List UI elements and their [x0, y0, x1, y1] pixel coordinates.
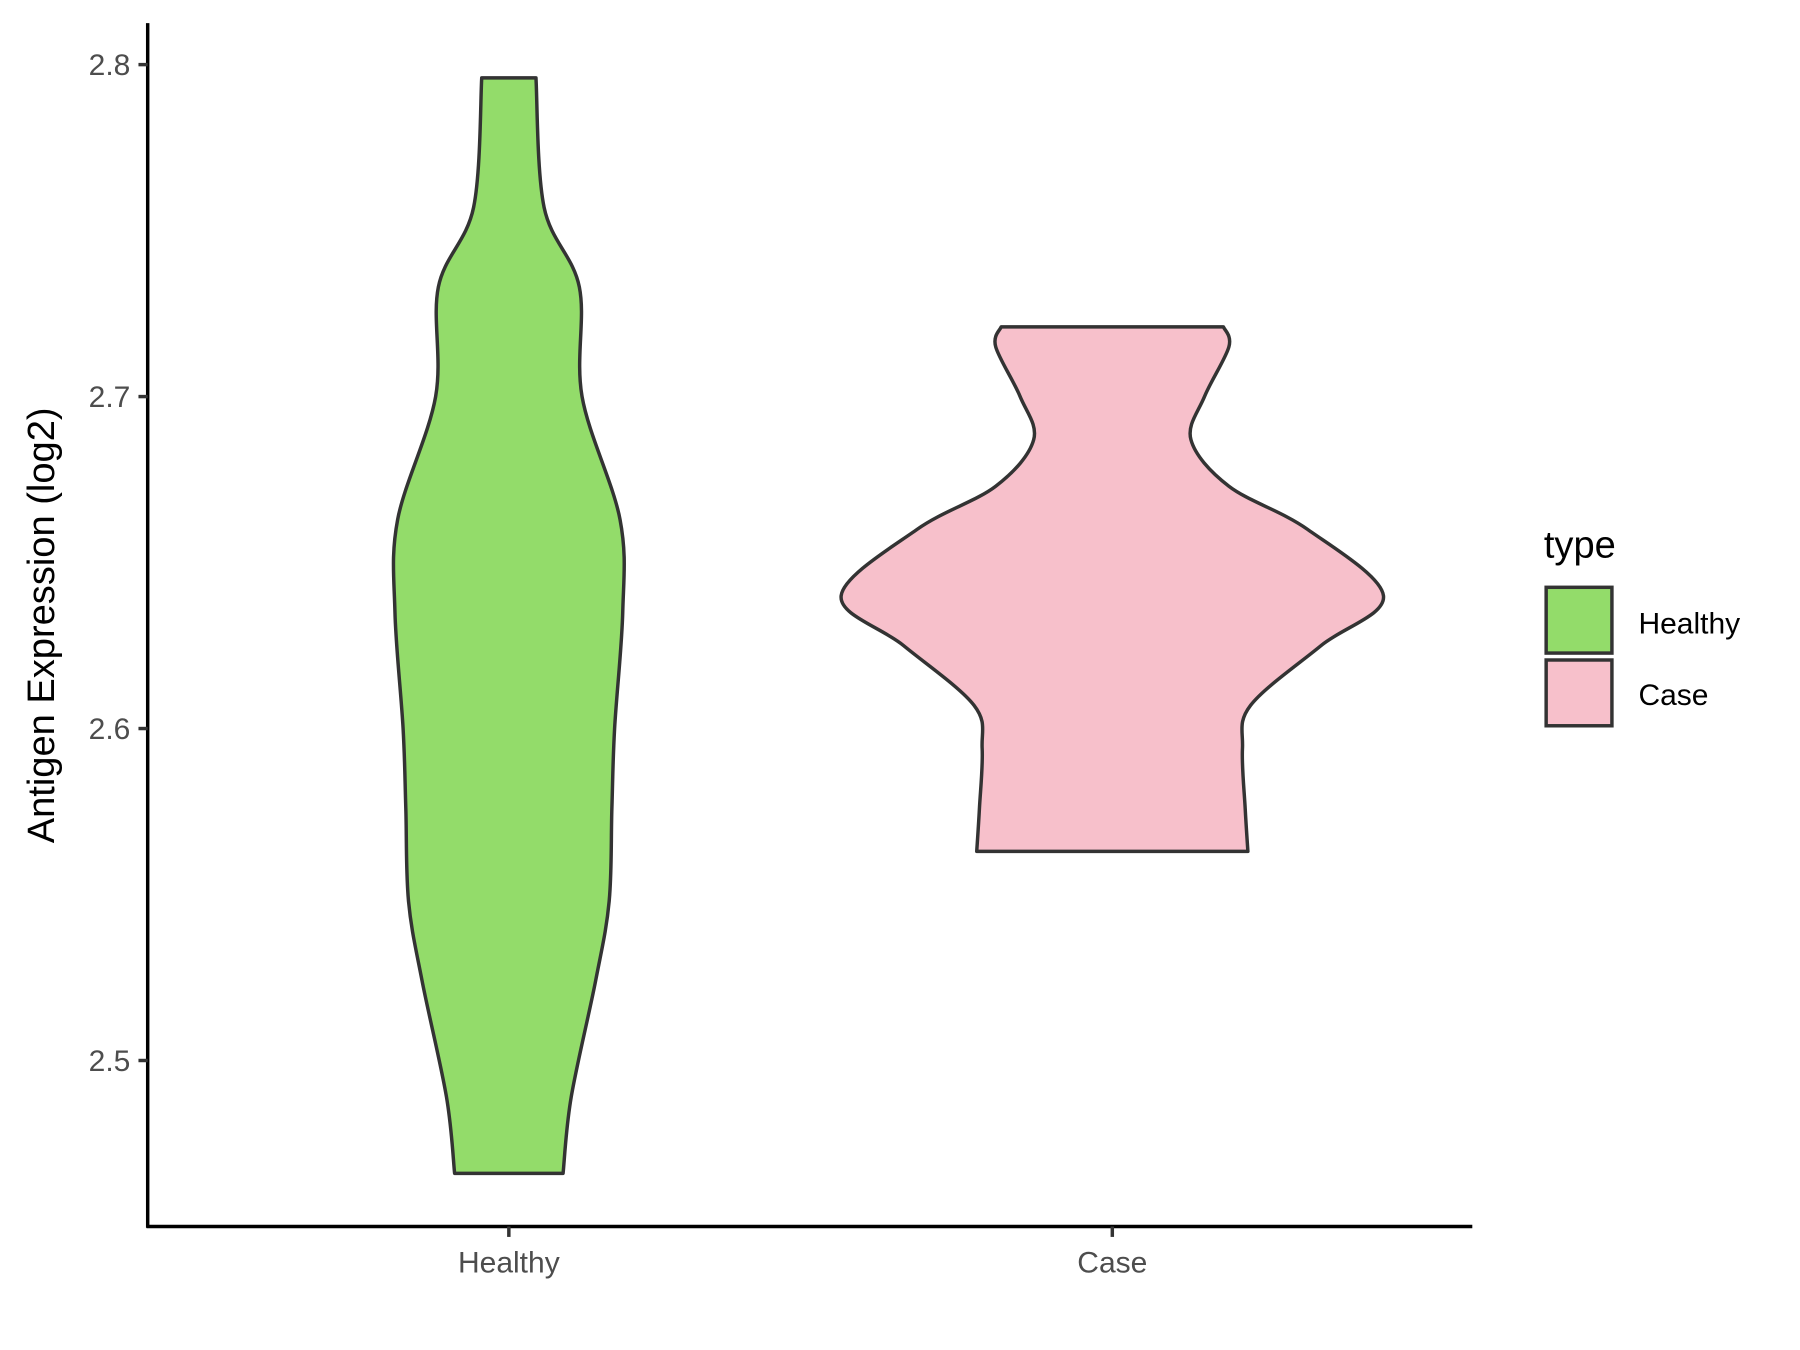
- x-ticks: Healthy Case: [458, 1226, 1147, 1280]
- violins: [391, 76, 1386, 1176]
- y-tick-label: 2.6: [89, 713, 131, 746]
- y-axis-title: Antigen Expression (log2): [21, 407, 63, 843]
- legend-label-healthy: Healthy: [1638, 607, 1740, 640]
- y-tick-label: 2.7: [89, 381, 131, 414]
- x-tick-label: Healthy: [458, 1247, 560, 1280]
- violin-case: [839, 325, 1386, 854]
- legend-label-case: Case: [1638, 679, 1708, 712]
- legend: type Healthy Case: [1544, 524, 1740, 728]
- legend-swatch-healthy: [1544, 585, 1614, 655]
- x-tick-label: Case: [1077, 1247, 1147, 1280]
- legend-swatch-case: [1544, 658, 1614, 728]
- y-tick-label: 2.5: [89, 1045, 131, 1078]
- y-ticks: 2.5 2.6 2.7 2.8: [89, 49, 148, 1078]
- violin-healthy: [391, 76, 626, 1176]
- y-tick-label: 2.8: [89, 49, 131, 82]
- legend-title: type: [1544, 524, 1616, 566]
